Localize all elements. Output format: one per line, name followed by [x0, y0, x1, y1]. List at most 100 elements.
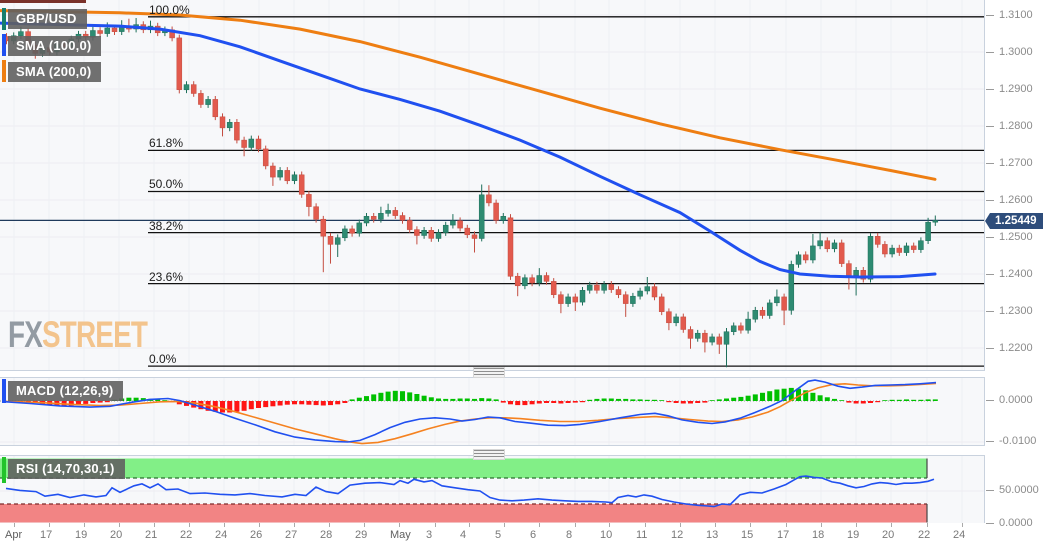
price-panel[interactable]: [0, 0, 985, 371]
rsi-axis-label: 0.0000: [999, 517, 1033, 529]
price-axis-tick: [986, 200, 994, 201]
time-axis-label: 26: [250, 529, 263, 541]
price-axis-tick: [986, 15, 994, 16]
time-axis-label: 13: [706, 529, 719, 541]
sma200-badge[interactable]: SMA (200,0): [8, 62, 102, 82]
price-axis[interactable]: 1.3100 1.3000 1.2900 1.2800 1.2700 1.2600 1.25…: [985, 0, 1060, 550]
macd-axis-label: -0.0100: [999, 435, 1037, 447]
price-axis-tick: [986, 89, 994, 90]
fib-level-label: 50.0%: [149, 177, 184, 191]
rsi-panel[interactable]: [0, 455, 985, 525]
time-axis[interactable]: Apr 17 19 20 21 22 24 26 27 28 29 May 3 4 5 6 8 10 11 12 13 1…: [0, 523, 985, 550]
time-axis-label: 24: [953, 529, 966, 541]
price-axis-tick: [986, 311, 994, 312]
rsi-axis-label: 50.0000: [999, 484, 1039, 496]
price-axis-label: 1.2700: [999, 157, 1033, 169]
sma100-color-bar: [2, 34, 6, 56]
fib-level-label: 38.2%: [149, 219, 184, 233]
time-axis-tick: [750, 523, 751, 527]
time-axis-tick: [399, 523, 400, 527]
time-axis-tick: [49, 523, 50, 527]
rsi-axis-tick: [986, 523, 994, 524]
top-edge-strip: [0, 0, 86, 3]
time-axis-tick: [259, 523, 260, 527]
time-axis-tick: [609, 523, 610, 527]
time-axis-tick: [435, 523, 436, 527]
time-axis-label: 11: [636, 529, 648, 541]
time-axis-tick: [294, 523, 295, 527]
sma100-badge[interactable]: SMA (100,0): [8, 36, 102, 56]
price-axis-tick: [986, 348, 994, 349]
time-axis-tick: [469, 523, 470, 527]
price-axis-label: 1.2600: [999, 194, 1033, 206]
rsi-panel-resize-handle-icon[interactable]: [473, 449, 505, 460]
rsi-axis-tick: [986, 490, 994, 491]
time-axis-tick: [364, 523, 365, 527]
time-axis-label: 22: [918, 529, 931, 541]
macd-axis-label: 0.0000: [999, 394, 1033, 406]
time-axis-tick: [786, 523, 787, 527]
time-axis-label: 5: [495, 529, 502, 541]
time-axis-tick: [856, 523, 857, 527]
time-axis-label: 20: [110, 529, 123, 541]
time-axis-label: 3: [426, 529, 433, 541]
price-axis-tick: [986, 274, 994, 275]
time-axis-label: 17: [777, 529, 790, 541]
time-axis-tick: [14, 523, 15, 527]
time-axis-tick: [329, 523, 330, 527]
time-axis-label: 19: [847, 529, 860, 541]
time-axis-tick: [539, 523, 540, 527]
time-axis-label: 17: [40, 529, 53, 541]
time-axis-tick: [680, 523, 681, 527]
time-axis-label: 15: [741, 529, 754, 541]
time-axis-tick: [84, 523, 85, 527]
time-axis-label: 12: [671, 529, 684, 541]
macd-axis-tick: [986, 400, 994, 401]
price-axis-label: 1.2800: [999, 120, 1033, 132]
rsi-badge[interactable]: RSI (14,70,30,1): [8, 459, 125, 479]
time-axis-tick: [224, 523, 225, 527]
fxstreet-watermark-fx: FX: [8, 314, 43, 356]
macd-chart[interactable]: [0, 378, 984, 445]
time-axis-tick: [891, 523, 892, 527]
time-axis-tick: [575, 523, 576, 527]
macd-axis-tick: [986, 441, 994, 442]
time-axis-label: 21: [145, 529, 158, 541]
price-axis-label: 1.3000: [999, 46, 1033, 58]
price-axis-tick: [986, 163, 994, 164]
fib-level-label: 100.0%: [149, 3, 190, 17]
time-axis-tick: [715, 523, 716, 527]
time-axis-tick: [504, 523, 505, 527]
macd-panel[interactable]: [0, 377, 985, 446]
candlestick-chart[interactable]: [0, 0, 984, 370]
time-axis-label: 20: [882, 529, 895, 541]
rsi-color-bar: [2, 457, 6, 483]
time-axis-label: May: [390, 529, 411, 541]
symbol-badge[interactable]: GBP/USD: [8, 9, 87, 29]
time-axis-label: 10: [600, 529, 613, 541]
time-axis-label: 22: [180, 529, 193, 541]
time-axis-tick: [821, 523, 822, 527]
time-axis-label: 19: [75, 529, 88, 541]
time-axis-tick: [154, 523, 155, 527]
symbol-color-bar: [2, 8, 6, 30]
last-price-badge: 1.25449: [985, 213, 1043, 229]
time-axis-tick: [927, 523, 928, 527]
time-axis-tick: [645, 523, 646, 527]
price-axis-tick: [986, 126, 994, 127]
price-axis-label: 1.2900: [999, 83, 1033, 95]
macd-badge[interactable]: MACD (12,26,9): [8, 381, 124, 401]
time-axis-tick: [189, 523, 190, 527]
fib-level-label: 0.0%: [149, 352, 177, 366]
price-axis-label: 1.2400: [999, 268, 1033, 280]
price-axis-label: 1.3100: [999, 9, 1033, 21]
macd-panel-resize-handle-icon[interactable]: [473, 367, 505, 378]
macd-color-bar: [2, 379, 6, 403]
fib-level-label: 23.6%: [149, 270, 184, 284]
time-axis-label: 29: [355, 529, 368, 541]
time-axis-label: 18: [812, 529, 825, 541]
time-axis-label: 24: [215, 529, 228, 541]
time-axis-label: 27: [285, 529, 298, 541]
rsi-chart[interactable]: [0, 456, 984, 524]
